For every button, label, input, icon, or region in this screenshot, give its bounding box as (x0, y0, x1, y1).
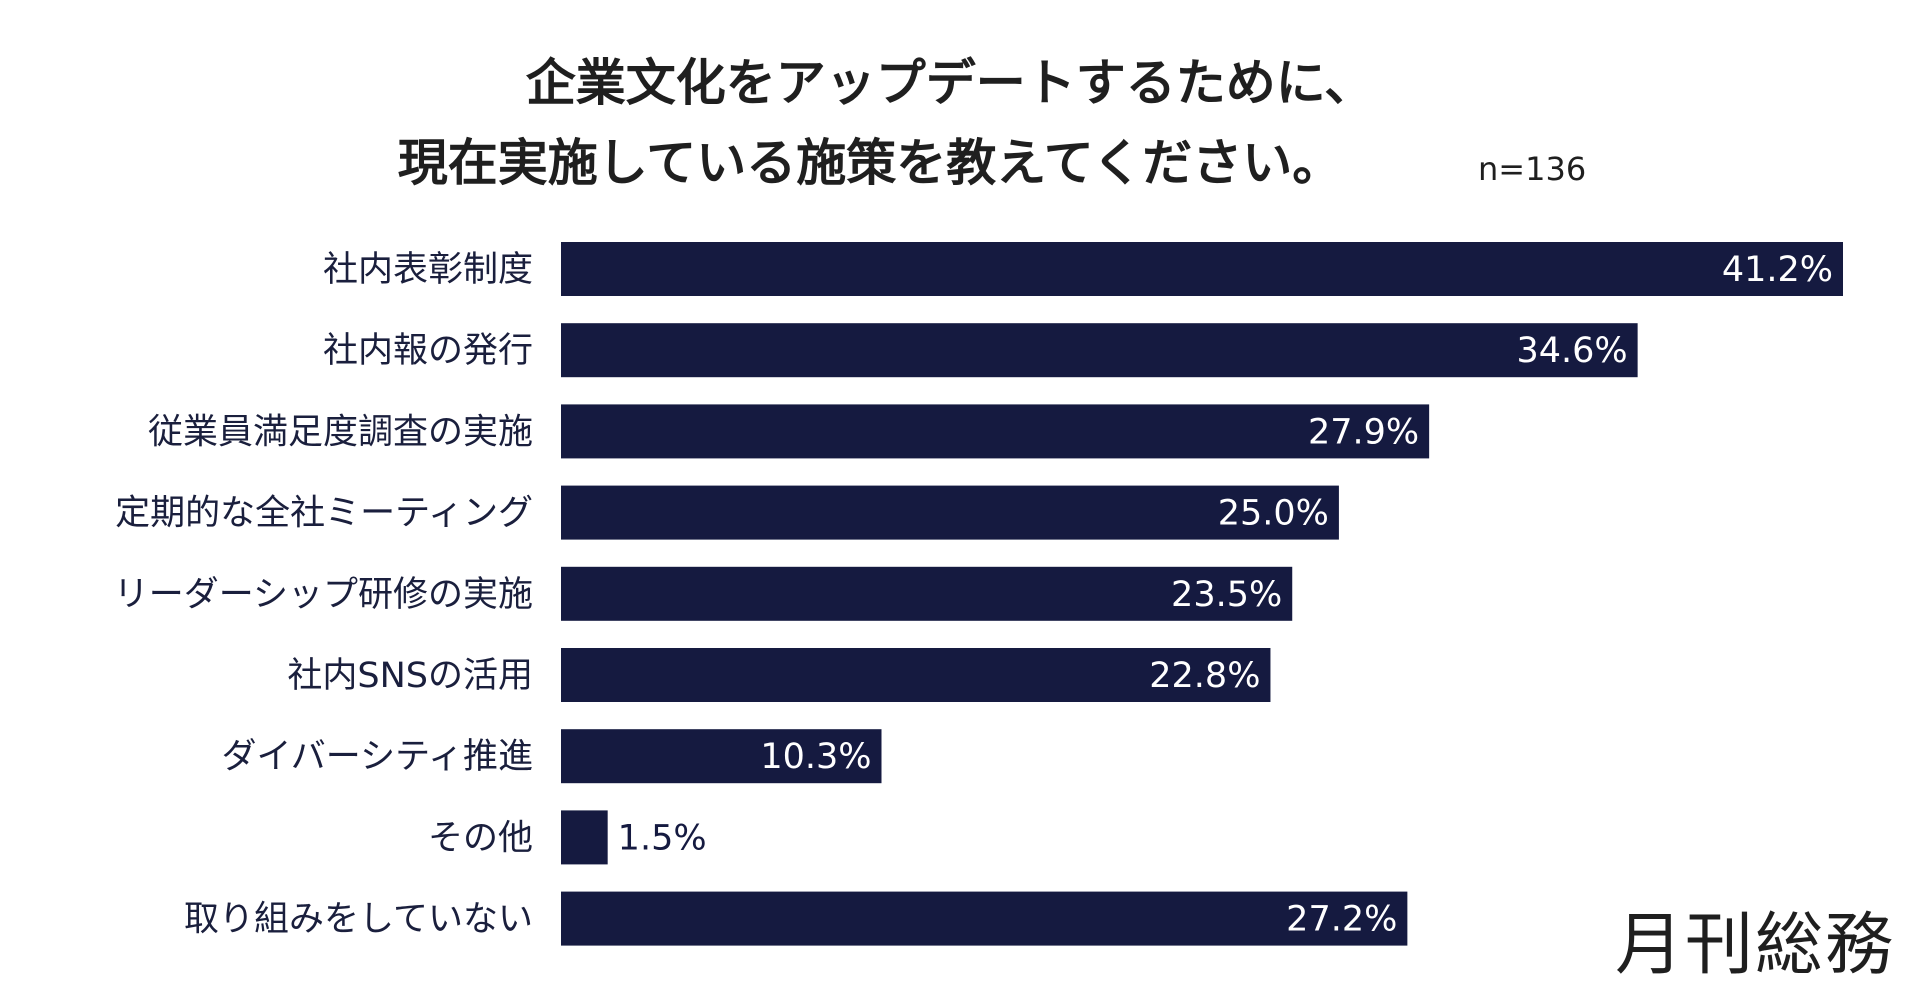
category-label: リーダーシップ研修の実施 (114, 575, 533, 615)
category-label: その他 (428, 818, 533, 858)
brand-logo: 月刊総務 (1615, 906, 1895, 985)
data-value-label: 25.0% (1218, 494, 1329, 534)
chart-title-line-1: 企業文化をアップデートするために、 (526, 54, 1375, 112)
data-value-label: 34.6% (1516, 331, 1627, 371)
data-value-label: 27.9% (1308, 412, 1419, 452)
data-value-label: 41.2% (1722, 250, 1833, 290)
bar (561, 566, 1293, 621)
data-value-label: 27.2% (1286, 900, 1397, 940)
data-value-label: 1.5% (618, 818, 707, 858)
bar (561, 242, 1843, 296)
category-label: 社内表彰制度 (323, 250, 533, 290)
category-label: ダイバーシティ推進 (221, 737, 533, 777)
category-label: 社内報の発行 (323, 331, 533, 371)
bar (561, 891, 1408, 946)
chart-title-line-2: 現在実施している施策を教えてください。 (398, 134, 1343, 192)
bar (561, 810, 608, 865)
category-label: 社内SNSの活用 (287, 656, 533, 696)
data-value-label: 22.8% (1149, 656, 1260, 696)
bar (561, 323, 1638, 378)
bar (561, 648, 1271, 702)
category-label: 取り組みをしていない (184, 900, 533, 940)
data-value-label: 23.5% (1171, 575, 1282, 615)
data-value-label: 10.3% (760, 737, 871, 777)
bar (561, 404, 1430, 459)
bar (561, 729, 882, 784)
category-label: 従業員満足度調査の実施 (148, 412, 533, 452)
category-label: 定期的な全社ミーティング (115, 494, 533, 534)
sample-size-label: n=136 (1478, 150, 1586, 188)
bars-group: 社内表彰制度 41.2% 社内報の発行 34.6% 従業員満足度調査の実施 27.9% 定期… (114, 242, 1843, 946)
bar (561, 485, 1339, 540)
